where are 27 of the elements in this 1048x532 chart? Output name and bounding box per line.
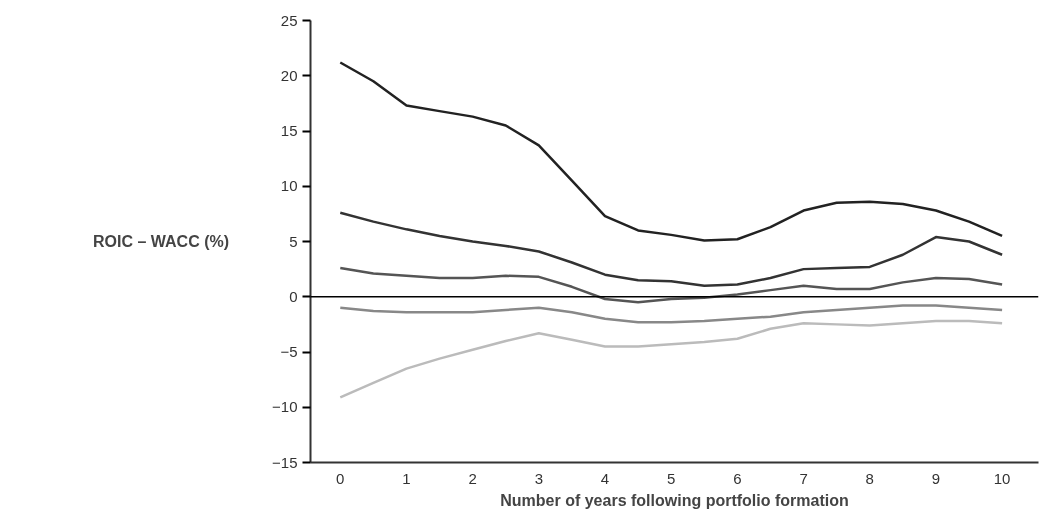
y-tick-label: 15 <box>280 122 298 139</box>
y-tick-label: 25 <box>280 11 298 29</box>
y-tick-label: −5 <box>280 343 298 360</box>
x-tick-label: 9 <box>931 469 941 487</box>
y-tick-label: 5 <box>289 232 298 250</box>
x-tick-label: 1 <box>402 469 411 487</box>
line-series <box>339 319 1004 399</box>
x-tick-label: 6 <box>733 469 742 487</box>
y-tick-label: 0 <box>289 287 298 305</box>
y-tick-label: −15 <box>272 453 298 471</box>
x-tick-label: 0 <box>336 469 345 487</box>
x-tick-label: 5 <box>667 469 676 487</box>
x-tick-label: 4 <box>600 469 610 487</box>
y-tick-label: 10 <box>280 177 298 195</box>
line-series <box>339 304 1004 324</box>
x-tick-label: 8 <box>865 469 874 487</box>
x-tick-label: 2 <box>468 469 477 487</box>
line-series <box>339 211 1004 287</box>
x-tick-label: 3 <box>534 469 543 487</box>
y-tick-label: −10 <box>272 398 298 416</box>
y-axis-title: ROIC – WACC (%) <box>93 233 230 250</box>
line-series <box>339 61 1004 242</box>
line-series <box>339 266 1004 304</box>
x-axis-title: Number of years following portfolio formation <box>500 491 849 509</box>
x-tick-label: 10 <box>993 469 1011 487</box>
x-tick-label: 7 <box>799 469 808 487</box>
y-tick-label: 20 <box>280 66 298 84</box>
